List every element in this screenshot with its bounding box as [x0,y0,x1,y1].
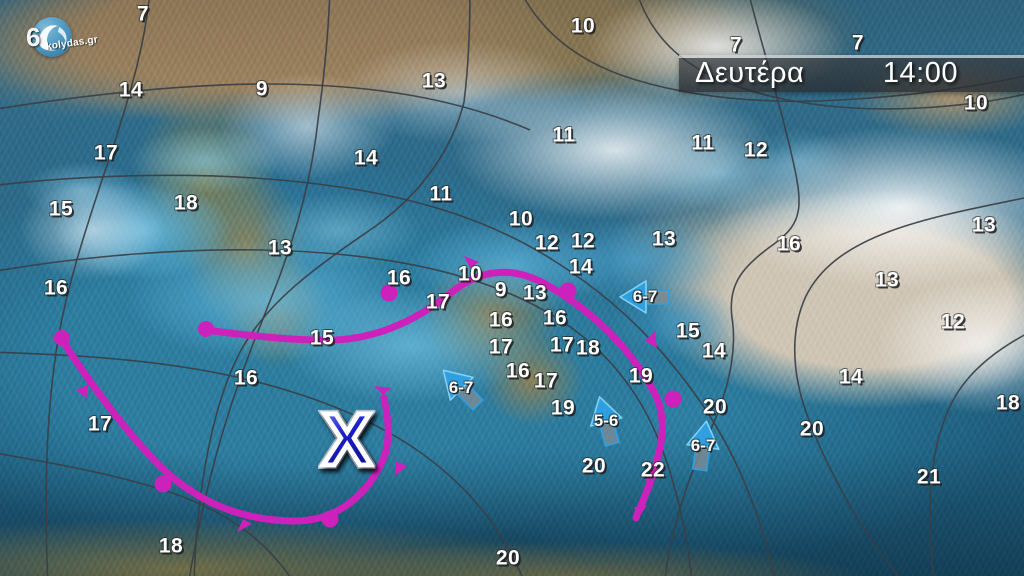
forecast-timestamp-bar: Δευτέρα 14:00 [679,55,1024,92]
logo-badge-number: 6 [26,22,41,52]
northern-occluded-front [198,256,682,522]
forecast-time-label: 14:00 [882,57,958,89]
southwestern-occluded-front [54,330,407,532]
wind-arrow-icon [590,396,623,447]
wind-arrow[interactable]: 5-6 [578,393,634,449]
wind-arrow-icon [619,280,670,314]
wind-arrow[interactable]: 6-7 [433,360,489,416]
wind-arrow[interactable]: 6-7 [675,418,731,474]
wind-force-label: 6-7 [448,378,474,397]
site-logo[interactable]: 6 kolydas.gr [26,17,99,57]
low-pressure-x-outline: X [318,399,375,481]
wind-arrow-icon [442,369,485,412]
wind-force-label: 5-6 [593,411,619,430]
wind-force-label: 6-7 [632,287,658,306]
wind-force-label: 6-7 [690,436,716,455]
low-pressure-x-symbol[interactable]: X [320,398,374,481]
forecast-day-label: Δευτέρα [695,57,805,89]
wave-logo-icon [32,17,73,57]
wind-arrow-icon [686,420,720,472]
wind-arrow[interactable]: 6-7 [617,269,673,325]
wave-glyph-icon [39,25,68,51]
